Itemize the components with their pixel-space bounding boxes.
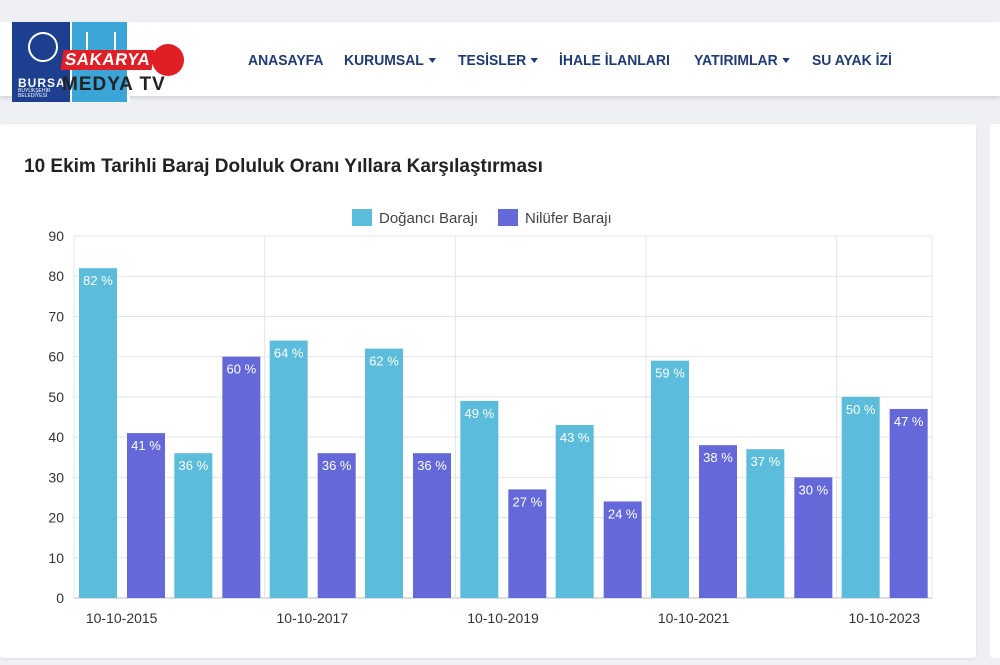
data-label: 49 % — [465, 406, 495, 421]
y-tick-label: 40 — [48, 429, 64, 445]
chart-card: 10 Ekim Tarihli Baraj Doluluk Oranı Yıll… — [0, 124, 976, 658]
bar[interactable] — [269, 340, 308, 598]
y-tick-label: 10 — [48, 550, 64, 566]
data-label: 64 % — [274, 346, 304, 361]
data-label: 62 % — [369, 354, 399, 369]
data-label: 24 % — [608, 506, 638, 521]
bar[interactable] — [746, 449, 785, 598]
data-label: 60 % — [227, 362, 257, 377]
bar[interactable] — [317, 453, 356, 598]
data-label: 50 % — [846, 402, 876, 417]
bar[interactable] — [841, 396, 880, 598]
legend-label[interactable]: Nilüfer Barajı — [525, 210, 612, 227]
bar[interactable] — [555, 425, 594, 598]
chevron-down-icon — [781, 57, 790, 63]
legend-label[interactable]: Doğancı Barajı — [379, 210, 478, 227]
bar[interactable] — [651, 360, 689, 598]
x-tick-label: 10-10-2019 — [467, 610, 539, 626]
data-label: 27 % — [513, 494, 543, 509]
x-tick-label: 10-10-2021 — [658, 610, 730, 626]
chevron-down-icon — [428, 57, 437, 63]
data-label: 82 % — [83, 273, 113, 288]
watermark-top-text: SAKARYA — [60, 50, 155, 70]
y-tick-label: 0 — [56, 590, 64, 606]
bar[interactable] — [603, 501, 642, 598]
side-panel — [990, 124, 1000, 658]
bar[interactable] — [794, 477, 833, 598]
logo-sub-text: BÜYÜKŞEHİR BELEDİYESİ — [18, 88, 51, 99]
bar[interactable] — [365, 348, 403, 598]
data-label: 36 % — [179, 458, 209, 473]
x-tick-label: 10-10-2023 — [849, 610, 921, 626]
data-label: 47 % — [894, 414, 924, 429]
nav-tesisler[interactable]: TESİSLER — [457, 48, 539, 72]
y-tick-label: 80 — [48, 268, 64, 284]
legend-swatch[interactable] — [498, 209, 518, 226]
bar[interactable] — [413, 453, 451, 598]
data-label: 36 % — [417, 458, 447, 473]
chart-title: 10 Ekim Tarihli Baraj Doluluk Oranı Yıll… — [24, 156, 543, 177]
nav-ihale-ilanlari[interactable]: İHALE İLANLARI — [559, 48, 670, 72]
data-label: 41 % — [131, 438, 161, 453]
bar[interactable] — [79, 268, 117, 598]
emblem-icon — [28, 32, 58, 62]
bar[interactable] — [460, 400, 499, 598]
legend-swatch[interactable] — [352, 209, 372, 226]
bar[interactable] — [508, 489, 547, 598]
data-label: 36 % — [322, 458, 352, 473]
bar-chart: 0 10 20 30 40 50 60 70 80 90 82 % 36 % 64 % 62 % 49 % 4… — [48, 209, 933, 626]
nav-label: TESİSLER — [457, 51, 527, 69]
nav-su-ayak-izi[interactable]: SU AYAK İZİ — [812, 48, 892, 72]
main-nav: ANASAYFA KURUMSAL TESİSLER İHALE İLANLAR… — [248, 48, 912, 72]
nav-kurumsal[interactable]: KURUMSAL — [344, 48, 437, 72]
nav-label: ANASAYFA — [248, 51, 324, 69]
data-label: 30 % — [799, 482, 829, 497]
x-tick-label: 10-10-2017 — [277, 610, 349, 626]
y-tick-label: 50 — [48, 389, 64, 405]
bar[interactable] — [699, 445, 737, 598]
data-label: 38 % — [703, 450, 733, 465]
y-tick-label: 70 — [48, 308, 64, 324]
logo-city-text: BURSA — [18, 76, 66, 90]
watermark-bottom-text: MEDYA TV — [62, 74, 166, 95]
globe-icon — [152, 44, 184, 76]
nav-label: KURUMSAL — [344, 51, 424, 69]
bar[interactable] — [127, 433, 165, 598]
y-tick-label: 90 — [48, 228, 64, 244]
logo-shield: BURSA BÜYÜKŞEHİR BELEDİYESİ — [12, 22, 70, 102]
bar[interactable] — [174, 453, 213, 598]
bar[interactable] — [222, 356, 261, 598]
nav-label: YATIRIMLAR — [693, 51, 778, 69]
y-tick-label: 30 — [48, 469, 64, 485]
data-label: 59 % — [655, 366, 685, 381]
nav-label: SU AYAK İZİ — [811, 51, 892, 69]
nav-anasayfa[interactable]: ANASAYFA — [248, 48, 323, 72]
data-label: 43 % — [560, 430, 590, 445]
x-tick-label: 10-10-2015 — [86, 610, 158, 626]
y-tick-label: 20 — [48, 510, 64, 526]
site-header: BURSA BÜYÜKŞEHİR BELEDİYESİ SAKARYA MEDY… — [0, 22, 1000, 102]
data-label: 37 % — [751, 454, 781, 469]
nav-label: İHALE İLANLARI — [559, 51, 671, 69]
watermark: SAKARYA MEDYA TV — [58, 42, 188, 102]
y-tick-label: 60 — [48, 349, 64, 365]
nav-yatirimlar[interactable]: YATIRIMLAR — [694, 48, 790, 72]
bar[interactable] — [889, 408, 928, 598]
chevron-down-icon — [530, 57, 539, 63]
